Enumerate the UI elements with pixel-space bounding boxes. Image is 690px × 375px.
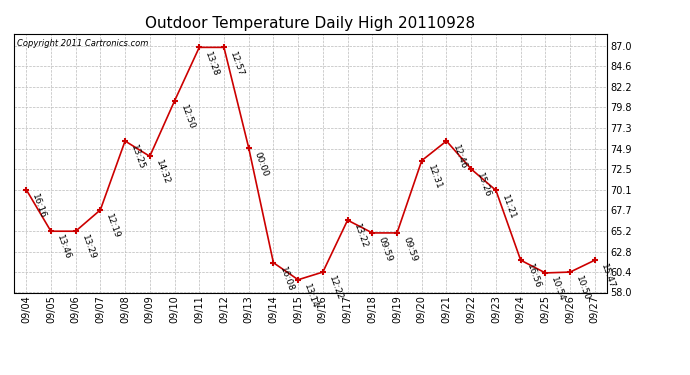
Text: 12:22: 12:22 <box>327 275 344 302</box>
Text: 15:47: 15:47 <box>599 263 616 290</box>
Text: 12:50: 12:50 <box>179 104 196 131</box>
Title: Outdoor Temperature Daily High 20110928: Outdoor Temperature Daily High 20110928 <box>146 16 475 31</box>
Text: 16:56: 16:56 <box>525 263 542 290</box>
Text: 10:50: 10:50 <box>574 275 591 302</box>
Text: 09:59: 09:59 <box>377 236 394 263</box>
Text: 16:16: 16:16 <box>30 192 48 220</box>
Text: 12:46: 12:46 <box>451 144 468 171</box>
Text: 13:28: 13:28 <box>204 50 221 77</box>
Text: 15:26: 15:26 <box>475 172 493 199</box>
Text: 13:14: 13:14 <box>302 282 319 310</box>
Text: 00:00: 00:00 <box>253 151 270 178</box>
Text: 11:21: 11:21 <box>500 193 518 220</box>
Text: 12:31: 12:31 <box>426 164 443 190</box>
Text: 14:32: 14:32 <box>154 159 171 186</box>
Text: 16:08: 16:08 <box>277 266 295 293</box>
Text: 12:57: 12:57 <box>228 50 246 77</box>
Text: 12:19: 12:19 <box>104 213 121 240</box>
Text: 13:46: 13:46 <box>55 234 72 261</box>
Text: 13:29: 13:29 <box>80 234 97 261</box>
Text: Copyright 2011 Cartronics.com: Copyright 2011 Cartronics.com <box>17 39 148 48</box>
Text: 10:54: 10:54 <box>549 276 566 303</box>
Text: 09:59: 09:59 <box>401 236 419 263</box>
Text: 13:25: 13:25 <box>129 144 146 171</box>
Text: 13:22: 13:22 <box>352 223 369 250</box>
